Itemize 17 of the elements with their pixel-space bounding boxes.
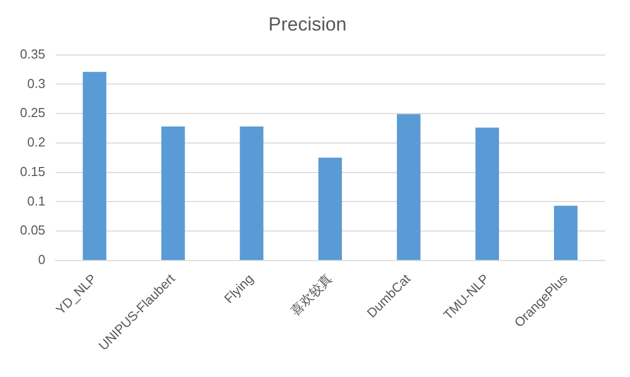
- y-tick-label: 0: [38, 252, 46, 268]
- y-tick-label: 0.35: [20, 46, 46, 62]
- bar: [554, 206, 578, 260]
- x-tick-label: 喜欢较真: [287, 271, 335, 318]
- y-tick-label: 0.05: [20, 222, 46, 238]
- bar: [240, 126, 264, 260]
- y-tick-label: 0.15: [20, 164, 46, 179]
- bar: [475, 128, 499, 260]
- bar: [318, 158, 342, 260]
- bar: [82, 72, 106, 260]
- y-tick-label: 0.1: [27, 193, 46, 208]
- y-tick-label: 0.3: [27, 76, 46, 91]
- chart-title: Precision: [268, 14, 347, 36]
- y-tick-label: 0.25: [20, 105, 46, 120]
- bar: [161, 126, 185, 260]
- bar: [396, 114, 420, 260]
- y-tick-label: 0.2: [27, 134, 46, 150]
